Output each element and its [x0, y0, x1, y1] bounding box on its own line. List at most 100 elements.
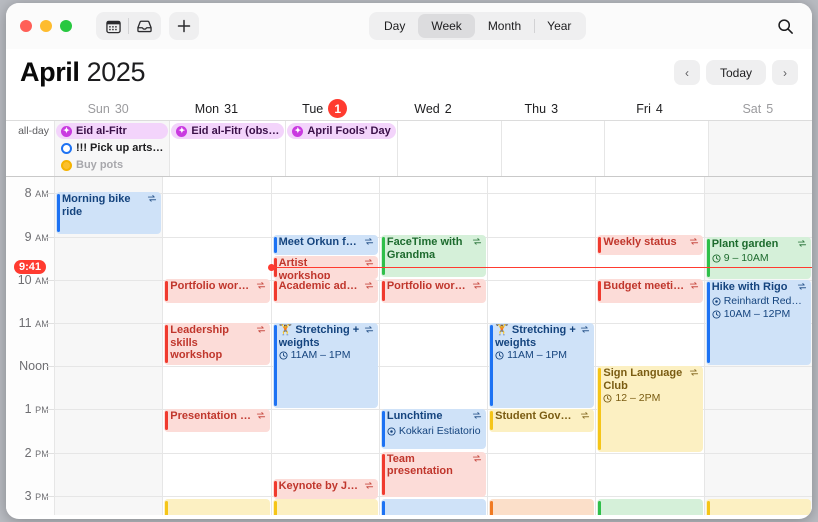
inbox-icon[interactable] [129, 14, 159, 38]
all-day-column-0[interactable]: ✦ Eid al-Fitr !!! Pick up arts… Buy pots [54, 121, 170, 176]
all-day-event[interactable]: ✦ Eid al-Fitr [56, 123, 169, 139]
day-column-wed[interactable]: FaceTime with Grandma Portfolio work… Lunc… [378, 177, 488, 515]
calendar-event-partial[interactable] [705, 499, 811, 515]
calendar-event-partial[interactable] [597, 499, 703, 515]
day-column-mon[interactable]: Portfolio work… Leadership skills worksho… [162, 177, 271, 515]
day-header-thu[interactable]: Thu 3 [487, 97, 595, 120]
calendar-event[interactable]: Leadership skills workshop [164, 323, 270, 366]
add-event-button[interactable] [169, 12, 199, 40]
repeat-icon [364, 326, 373, 333]
calendar-event[interactable]: Academic advi… [272, 278, 378, 303]
view-segmented-control[interactable]: Day Week Month Year [369, 12, 587, 40]
day-column-sat[interactable]: Plant garden 9 – 10AM Hike with Rigo Reinha… [703, 177, 812, 515]
calendar-event[interactable]: Keynote by Ja… [272, 478, 378, 500]
event-color-bar [273, 501, 277, 515]
event-color-bar [381, 411, 385, 448]
repeat-icon [148, 195, 157, 202]
window-toolbar: Day Week Month Year [6, 3, 812, 49]
all-day-column-1[interactable]: ✦ Eid al-Fitr (obs… [169, 121, 285, 176]
event-color-bar [165, 411, 169, 431]
view-week[interactable]: Week [418, 14, 475, 38]
search-button[interactable] [772, 13, 798, 39]
all-day-column-5[interactable] [604, 121, 708, 176]
day-header-fri[interactable]: Fri 4 [595, 97, 703, 120]
all-day-column-6[interactable] [708, 121, 812, 176]
calendar-event[interactable]: Morning bike ride [56, 192, 162, 235]
calendar-event[interactable]: Presentation p… [164, 409, 270, 433]
calendar-event[interactable]: Sign Language Club 12 – 2PM [597, 366, 703, 452]
all-day-column-4[interactable] [500, 121, 605, 176]
all-day-column-2[interactable]: ✦ April Fools' Day [285, 121, 396, 176]
calendar-event[interactable]: 🏋️ Stretching + weights 11AM – 1PM [489, 323, 595, 409]
day-column-tue[interactable]: Meet Orkun fo… Artist workshop kickoff!Ac… [270, 177, 379, 515]
day-number: 4 [655, 101, 663, 116]
calendar-event[interactable]: Hike with Rigo Reinhardt Red… 10AM – 12PM [705, 279, 811, 366]
gutter-tick [46, 452, 54, 454]
calendar-event[interactable]: Portfolio work… [380, 278, 487, 303]
day-name: Thu [524, 101, 547, 116]
calendar-event[interactable]: Team presentation [380, 451, 487, 497]
calendar-event-partial[interactable] [489, 499, 595, 515]
view-month[interactable]: Month [475, 14, 534, 38]
time-label-15: 3 PM [24, 488, 49, 503]
calendar-event[interactable]: Meet Orkun fo… [272, 235, 378, 256]
all-day-event-title: Eid al-Fitr [76, 125, 127, 137]
calendar-event[interactable]: 🏋️ Stretching + weights 11AM – 1PM [272, 323, 378, 409]
day-number: 5 [766, 101, 774, 116]
event-color-bar [598, 280, 602, 301]
event-color-bar [381, 501, 385, 515]
all-day-event[interactable]: ✦ Eid al-Fitr (obs… [171, 123, 285, 139]
day-header-sat[interactable]: Sat 5 [704, 97, 812, 120]
time-grid: 8 AM 9 AM 10 AM 11 AM Noon 1 PM 2 PM 3 PM Morni… [6, 177, 812, 515]
event-color-bar [598, 237, 602, 254]
calendar-event-partial[interactable] [164, 499, 270, 515]
view-year[interactable]: Year [534, 14, 584, 38]
hour-line [163, 366, 271, 368]
day-header-tue[interactable]: Tue 1 [271, 97, 379, 120]
minimize-button[interactable] [40, 20, 52, 32]
day-header-mon[interactable]: Mon 31 [162, 97, 270, 120]
hour-line [271, 409, 379, 411]
day-column-fri[interactable]: Weekly status Budget meeting Sign Language… [595, 177, 704, 515]
gutter-tick [46, 495, 54, 497]
calendar-event-partial[interactable] [272, 499, 378, 515]
calendar-event[interactable]: Lunchtime Kokkari Estiatorio [380, 409, 487, 450]
hour-line [163, 452, 271, 454]
time-label-10: 10 AM [17, 272, 49, 287]
hour-line [55, 323, 163, 325]
hour-line [488, 236, 596, 238]
next-week-button[interactable]: › [772, 60, 798, 85]
view-day[interactable]: Day [371, 14, 418, 38]
hour-line [271, 193, 379, 195]
all-day-event[interactable]: ✦ April Fools' Day [287, 123, 396, 139]
all-day-event[interactable]: Buy pots [56, 157, 168, 173]
calendar-event[interactable]: Weekly status [597, 235, 703, 256]
calendar-event-partial[interactable] [380, 499, 487, 515]
today-button[interactable]: Today [705, 60, 766, 85]
calendar-event[interactable]: Budget meeting [597, 278, 703, 303]
event-color-bar [706, 238, 710, 277]
event-detail-text: Reinhardt Red… [723, 295, 802, 308]
calendar-event[interactable]: Student Gover… [489, 409, 595, 433]
repeat-indicator [797, 282, 807, 296]
repeat-icon [689, 281, 698, 289]
day-column-thu[interactable]: 🏋️ Stretching + weights 11AM – 1PM Student… [487, 177, 596, 515]
calendar-event[interactable]: Artist workshop kickoff! [272, 256, 378, 279]
event-color-bar [273, 280, 277, 301]
close-button[interactable] [20, 20, 32, 32]
hour-line [163, 495, 271, 497]
calendar-icon[interactable] [98, 14, 128, 38]
day-header-sun[interactable]: Sun 30 [54, 97, 162, 120]
day-header-wed[interactable]: Wed 2 [379, 97, 487, 120]
calendar-event[interactable]: FaceTime with Grandma [380, 235, 487, 277]
maximize-button[interactable] [60, 20, 72, 32]
day-column-sun[interactable]: Morning bike ride [54, 177, 163, 515]
event-detail: Reinhardt Red… [712, 295, 807, 308]
repeat-icon [581, 326, 590, 333]
all-day-event[interactable]: !!! Pick up arts… [56, 140, 168, 156]
time-grid-scroll[interactable]: 8 AM 9 AM 10 AM 11 AM Noon 1 PM 2 PM 3 PM Morni… [6, 177, 812, 515]
calendar-event[interactable]: Portfolio work… [164, 278, 270, 303]
all-day-column-3[interactable] [396, 121, 501, 176]
prev-week-button[interactable]: ‹ [673, 60, 700, 85]
calendar-event[interactable]: Plant garden 9 – 10AM [705, 236, 811, 279]
